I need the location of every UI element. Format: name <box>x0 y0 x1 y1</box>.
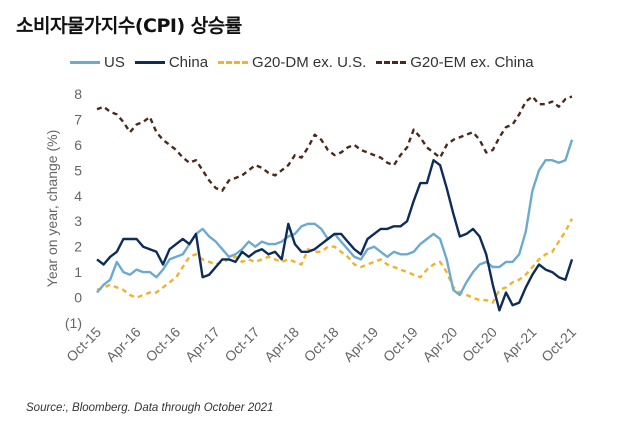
source-note: Source:, Bloomberg. Data through October… <box>26 402 274 414</box>
legend-item: China <box>134 54 209 71</box>
legend-swatch <box>218 61 249 64</box>
x-tick-label: Oct-18 <box>301 324 342 365</box>
chart-title: 소비자물가지수(CPI) 상승률 <box>16 15 242 37</box>
legend: US China G20-DM ex. U.S. G20-EM ex. China <box>70 54 544 71</box>
x-tick-label: Oct-19 <box>380 324 421 365</box>
x-tick-label: Oct-16 <box>142 324 183 365</box>
cpi-line-chart: (1) 0 1 2 3 4 5 6 7 8 Year on year, change (%) Oct-… <box>44 86 579 365</box>
series-line-us <box>96 139 574 297</box>
x-tick-label: Apr-20 <box>419 324 460 365</box>
legend-label: China <box>168 54 209 71</box>
legend-label: US <box>104 54 125 71</box>
legend-swatch <box>376 61 407 64</box>
legend-item: G20-DM ex. U.S. <box>218 54 366 71</box>
series-line-g20-dm-ex-u-s- <box>96 218 574 304</box>
legend-label: G20-DM ex. U.S. <box>252 54 367 71</box>
y-tick-label: 8 <box>74 86 82 102</box>
x-tick-label: Oct-21 <box>538 324 579 365</box>
x-tick-label: Oct-20 <box>459 324 500 365</box>
y-tick-label: 3 <box>74 213 82 229</box>
y-tick-label: 4 <box>74 188 82 204</box>
legend-swatch <box>70 61 100 64</box>
x-tick-label: Apr-19 <box>340 324 381 365</box>
y-tick-label: 5 <box>74 162 82 178</box>
y-tick-label: 2 <box>74 239 82 255</box>
x-tick-label: Apr-17 <box>182 324 223 365</box>
y-tick-label: 1 <box>74 264 82 280</box>
y-tick-label: 0 <box>74 290 82 306</box>
y-tick-label: (1) <box>65 315 82 331</box>
series-line-g20-em-ex-china <box>96 95 573 192</box>
y-tick-label: 7 <box>74 111 82 127</box>
x-tick-label: Apr-21 <box>499 324 540 365</box>
y-tick-label: 6 <box>74 137 82 153</box>
legend-label: G20-EM ex. China <box>410 54 534 71</box>
series-line-china <box>96 158 574 312</box>
legend-item: G20-EM ex. China <box>376 54 534 71</box>
legend-item: US <box>70 54 125 71</box>
x-tick-label: Apr-18 <box>261 324 302 365</box>
y-axis-label: Year on year, change (%) <box>44 130 60 287</box>
x-tick-label: Oct-17 <box>221 324 262 365</box>
x-tick-label: Apr-16 <box>103 324 144 365</box>
legend-swatch <box>134 61 165 64</box>
